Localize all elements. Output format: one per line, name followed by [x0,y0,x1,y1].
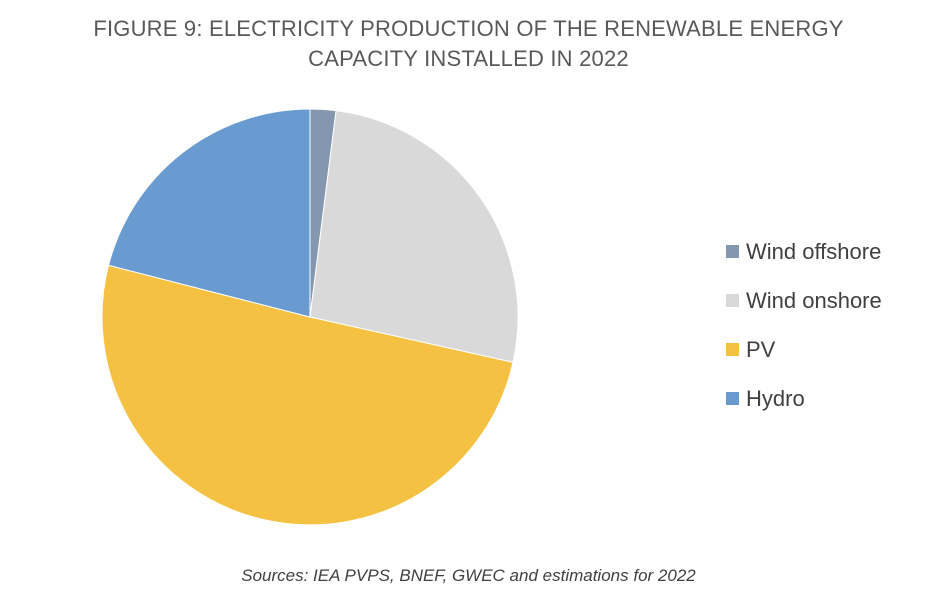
legend-item-pv: PV [726,325,882,374]
chart-title-line-1: FIGURE 9: ELECTRICITY PRODUCTION OF THE … [93,16,844,41]
pie-slice-pv [101,264,514,526]
legend-label-wind-onshore: Wind onshore [746,287,882,313]
legend-item-hydro: Hydro [726,374,882,423]
legend-label-hydro: Hydro [746,385,805,411]
pie-slices [101,108,519,526]
chart-title: FIGURE 9: ELECTRICITY PRODUCTION OF THE … [0,14,937,74]
legend-swatch-hydro [726,392,739,405]
legend-swatch-pv [726,343,739,356]
legend-label-wind-offshore: Wind offshore [746,238,882,264]
pie-slice-wind-onshore [309,110,519,363]
source-note: Sources: IEA PVPS, BNEF, GWEC and estima… [241,566,696,585]
legend-label-pv: PV [746,336,776,362]
chart-legend: Wind offshore Wind onshore PV Hydro [726,227,882,423]
legend-swatch-wind-offshore [726,245,739,258]
legend-swatch-wind-onshore [726,294,739,307]
legend-item-wind-offshore: Wind offshore [726,227,882,276]
pie-slice-hydro [107,108,311,318]
chart-title-line-2: CAPACITY INSTALLED IN 2022 [308,46,629,71]
legend-item-wind-onshore: Wind onshore [726,276,882,325]
